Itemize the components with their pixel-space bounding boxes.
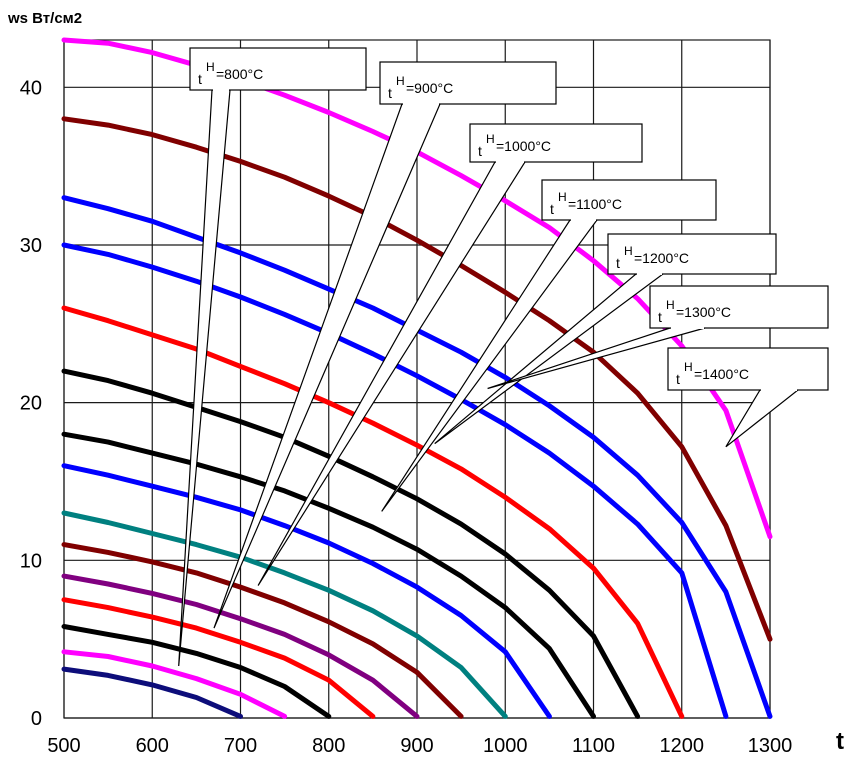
callout-label-sup: H	[684, 360, 693, 374]
callout-label-text: =1000°C	[496, 138, 551, 154]
callout-label-sup: H	[558, 190, 567, 204]
series-line-9	[61, 431, 596, 719]
callout-label-base: t	[550, 201, 554, 217]
x-tick-label: 1100	[572, 735, 615, 757]
callout-box	[541, 179, 717, 221]
callout-pointer	[725, 389, 800, 448]
x-tick-label: 700	[224, 735, 257, 757]
callout-label-base: t	[676, 371, 680, 387]
callout-label-text: =1200°C	[634, 250, 689, 266]
y-axis-title: ws Вт/см2	[8, 10, 83, 27]
callout-label-sup: H	[486, 132, 495, 146]
callout-box	[607, 233, 777, 275]
x-tick-label: 800	[312, 735, 345, 757]
x-tick-label: 1000	[483, 735, 528, 757]
series-line-1	[61, 666, 243, 719]
x-tick-label: 900	[400, 735, 433, 757]
x-axis-title: t	[836, 728, 844, 755]
callout-label-text: =900°C	[406, 80, 453, 96]
series-line-2	[61, 649, 288, 719]
callout-label-sup: H	[666, 298, 675, 312]
y-tick-label: 0	[31, 708, 42, 730]
callout-pointer	[213, 103, 441, 629]
callout-label-base: t	[478, 143, 482, 159]
callout-box	[469, 123, 643, 163]
callout-label-sup: H	[206, 60, 215, 74]
y-tick-label: 20	[20, 393, 42, 415]
series-line-4	[61, 597, 376, 719]
callout-label-text: =1300°C	[676, 304, 731, 320]
tick-labels: 500 600 700 800 900 1000 1100 1200 1300 0 10 20 30 40	[20, 77, 793, 757]
y-tick-label: 10	[20, 550, 42, 572]
series-line-5	[61, 573, 420, 719]
series-line-11	[61, 305, 685, 719]
callout-box	[379, 61, 557, 105]
callout-label-base: t	[658, 309, 662, 325]
callout-label-base: t	[616, 255, 620, 271]
callout-label-base: t	[388, 85, 392, 101]
callout-label-sup: H	[396, 74, 405, 88]
series-line-8	[61, 463, 552, 719]
x-tick-label: 1300	[748, 735, 793, 757]
callout-label-text: =1400°C	[694, 366, 749, 382]
series-line-3	[61, 624, 332, 719]
callout-label-base: t	[198, 71, 202, 87]
callout-label-sup: H	[624, 244, 633, 258]
x-tick-label: 600	[136, 735, 169, 757]
x-tick-label: 500	[47, 735, 80, 757]
y-tick-label: 30	[20, 235, 42, 257]
series-line-7	[61, 510, 508, 719]
callout-box	[667, 347, 829, 391]
callout-box	[189, 47, 367, 91]
series-line-10	[61, 368, 641, 719]
series-line-6	[61, 542, 464, 719]
y-tick-label: 40	[20, 77, 42, 99]
callouts: tH =800°CtH =900°CtH =1000°CtH =1100°CtH =120…	[178, 47, 829, 667]
callout-label-text: =800°C	[216, 66, 263, 82]
callout-box	[649, 285, 829, 329]
callout-label-text: =1100°C	[568, 196, 622, 212]
x-tick-label: 1200	[660, 735, 705, 757]
series-line-14	[61, 116, 773, 642]
